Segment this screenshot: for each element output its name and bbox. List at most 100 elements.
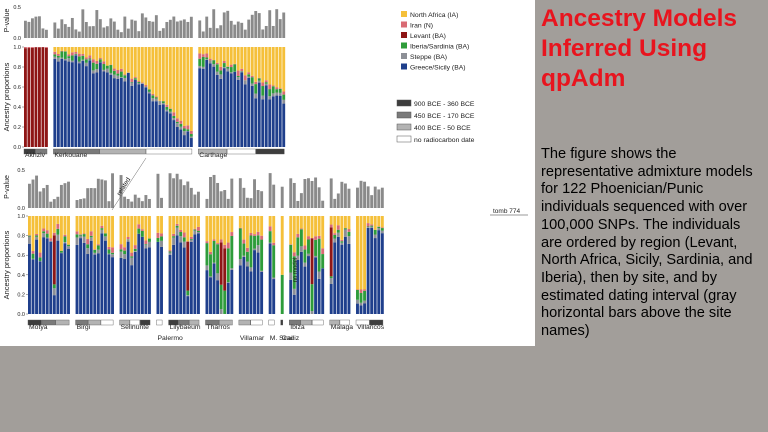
ancestry-segment [268,99,272,147]
ancestry-segment [254,47,258,82]
ancestry-segment [193,234,197,314]
ancestry-segment [260,271,264,314]
dating-bar [178,319,189,326]
ancestry-segment [268,84,272,90]
ancestry-segment [268,242,272,244]
pvalue-tick-label: 0.0 [13,36,21,42]
ancestry-segment [67,61,71,148]
pvalue-bar [242,187,246,208]
ancestry-segment [356,303,359,314]
legend-label: Steppe (BA) [410,54,447,61]
ancestry-segment [133,77,137,79]
ancestry-segment [249,267,253,272]
ancestry-segment [133,245,137,249]
ancestry-segment [236,77,240,80]
pvalue-bar [84,21,88,38]
legend-label: North Africa (IA) [410,12,458,19]
legend-swatch [401,32,407,38]
pvalue-bar [119,32,123,38]
ancestry-segment [219,216,223,240]
ancestry-segment [229,67,233,73]
pvalue-bar [172,178,176,208]
pvalue-bar [238,178,242,208]
ancestry-segment [236,70,240,76]
ancestry-segment [45,47,48,48]
ancestry-segment [236,79,240,147]
ancestry-segment [151,93,155,96]
ancestry-segment [307,239,310,254]
dating-bar [339,319,350,326]
pvalue-bar [186,21,190,38]
ancestry-segment [223,216,227,245]
ancestry-segment [165,111,169,147]
ancestry-segment [282,103,286,147]
ancestry-segment [201,66,205,69]
y-tick-label: 0.4 [13,105,21,111]
pvalue-bar [366,186,370,208]
ancestry-segment [292,216,296,253]
ancestry-segment [82,216,86,234]
pvalue-bar [140,201,144,208]
ancestry-segment [201,68,205,147]
ancestry-segment [38,261,42,314]
ancestry-segment [343,229,347,237]
ancestry-segment [299,246,303,252]
pvalue-axis-label: P-value [4,9,11,33]
ancestry-segment [144,47,148,85]
pvalue-bar [175,173,179,208]
ancestry-segment [172,236,176,238]
ancestry-segment [88,58,92,60]
ancestry-segment [380,233,384,314]
pvalue-bar [168,173,172,208]
ancestry-segment [198,53,202,59]
ancestry-segment [103,216,107,234]
ancestry-segment [56,240,60,314]
ancestry-segment [186,241,190,291]
pvalue-bar [205,16,209,38]
ancestry-segment [205,216,209,242]
ancestry-segment [126,241,130,314]
ancestry-segment [307,253,310,257]
ancestry-segment [133,251,137,314]
ancestry-segment [242,216,246,240]
ancestry-segment [307,216,310,237]
ancestry-segment [112,70,116,75]
ancestry-segment [268,226,272,232]
ancestry-segment [77,56,81,62]
dating-bar [145,148,193,155]
admixture-figure: P-value Ancestry proportions 0.0 0.2 0.4 0.6 0… [0,0,535,346]
pvalue-bar [226,198,230,208]
site-label: Carthage [199,152,227,159]
ancestry-segment [240,47,244,69]
ancestry-segment [168,108,172,112]
ancestry-segment [219,78,223,147]
ancestry-segment [160,246,163,314]
ancestry-segment [256,235,260,246]
ancestry-segment [27,47,31,49]
pvalue-bar [314,177,318,208]
pvalue-bar [205,198,209,208]
ancestry-segment [373,216,377,230]
ancestry-segment [272,279,276,314]
ancestry-segment [373,234,377,239]
dating-bar [75,319,88,326]
ancestry-segment [158,101,162,105]
ancestry-segment [356,299,359,304]
ancestry-segment [45,233,49,238]
ancestry-segment [116,78,120,147]
ancestry-segment [247,47,251,73]
pvalue-bar [34,16,38,38]
slide-title: Ancestry Models Inferred Using qpAdm [541,5,738,92]
ancestry-segment [182,247,186,314]
pvalue-bar [86,188,90,208]
ancestry-segment [179,229,183,233]
ancestry-segment [67,216,70,245]
ancestry-segment [56,228,60,235]
ancestry-segment [370,225,374,227]
ancestry-segment [119,251,123,258]
ancestry-segment [126,72,130,147]
ancestry-segment [75,234,79,238]
ancestry-segment [333,216,337,234]
legend-label: Iran (N) [410,23,433,30]
ancestry-segment [249,216,253,233]
